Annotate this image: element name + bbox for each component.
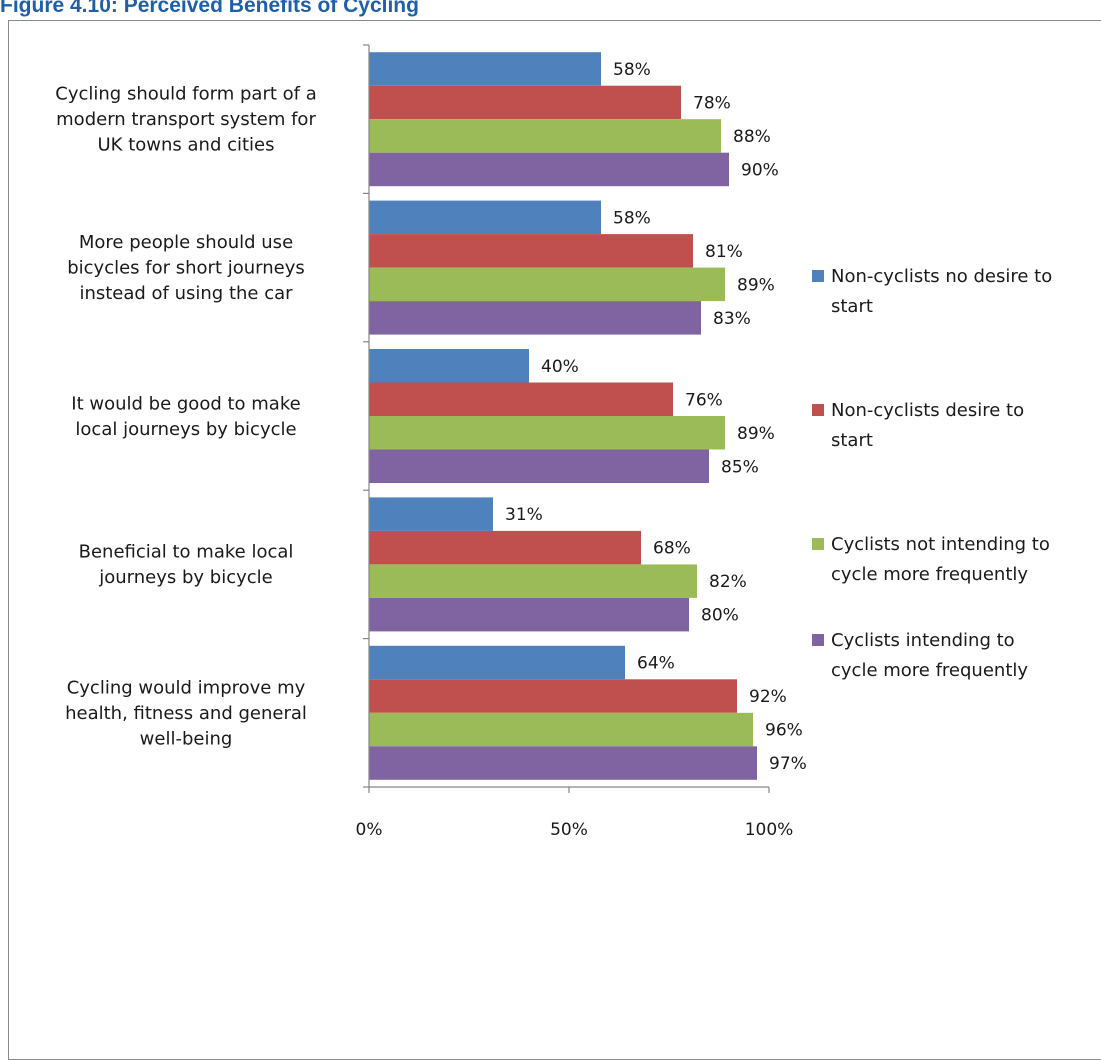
x-tick-labels: 0% 50% 100% [356, 820, 794, 840]
value-label-s3-c4: 97% [769, 754, 807, 774]
x-tick-label-0: 0% [356, 820, 383, 840]
legend-label-3: Cyclists intending to cycle more frequent… [831, 630, 1028, 681]
legend-label-2: Cyclists not intending to cycle more freq… [831, 534, 1050, 585]
bar-s1-c1 [369, 234, 693, 268]
value-label-s0-c4: 64% [637, 654, 675, 674]
value-label-s1-c1: 81% [705, 242, 743, 262]
legend-label-1: Non-cyclists desire to start [831, 400, 1024, 451]
bar-s1-c4 [369, 679, 737, 713]
bar-s0-c4 [369, 645, 625, 680]
category-labels: Cycling should form part of a modern tran… [55, 84, 316, 750]
chart-frame: Cycling should form part of a modern tran… [8, 20, 1101, 1060]
value-label-s3-c1: 83% [713, 309, 751, 329]
value-label-s0-c3: 31% [505, 505, 543, 525]
axes-layer [363, 44, 770, 793]
value-label-s1-c0: 78% [693, 93, 731, 113]
value-label-s3-c2: 85% [721, 457, 759, 477]
bars-layer [369, 52, 757, 780]
value-label-s2-c3: 82% [709, 572, 747, 592]
category-label-0: Cycling should form part of a modern tran… [55, 84, 316, 156]
value-labels: 58% 78%88% 90% 58% 81% 89% 83% 40% 76% 89% 85% 31% 6… [505, 60, 807, 774]
bar-s0-c3 [369, 497, 493, 531]
legend-label-0: Non-cyclists no desire to start [831, 266, 1052, 317]
bar-s3-c3 [369, 597, 689, 632]
value-label-s2-c0: 88% [733, 127, 771, 147]
bar-s1-c0 [369, 85, 681, 120]
value-label-s0-c1: 58% [613, 208, 651, 228]
figure-title: Figure 4.10: Perceived Benefits of Cycli… [0, 0, 419, 17]
category-label-4: Cycling would improve my health, fitness … [65, 677, 307, 749]
category-label-3: Beneficial to make local journeys by bicy… [79, 542, 294, 589]
bar-s3-c1 [369, 301, 701, 335]
bar-s3-c4 [369, 746, 757, 780]
bar-s3-c0 [369, 152, 729, 187]
legend-swatch-3 [812, 634, 824, 646]
value-label-s0-c2: 40% [541, 357, 579, 377]
value-label-s1-c2: 76% [685, 390, 723, 410]
value-label-s3-c0: 90% [741, 160, 779, 180]
value-label-s0-c0: 58% [613, 60, 651, 80]
bar-s2-c4 [369, 712, 753, 747]
bar-s0-c1 [369, 200, 601, 235]
bar-s2-c1 [369, 267, 725, 302]
bar-s1-c2 [369, 382, 673, 416]
legend-swatch-2 [812, 538, 824, 550]
x-tick-label-1: 50% [550, 820, 588, 840]
value-label-s1-c4: 92% [749, 687, 787, 707]
bar-s2-c2 [369, 416, 725, 450]
bar-s2-c3 [369, 564, 697, 598]
bar-s2-c0 [369, 119, 721, 153]
bar-s3-c2 [369, 449, 709, 483]
legend-swatch-0 [812, 270, 824, 282]
legend: Non-cyclists no desire to start Non-cyclis… [812, 266, 1052, 681]
category-label-2: It would be good to make local journeys b… [71, 393, 300, 440]
x-tick-label-2: 100% [745, 820, 794, 840]
category-label-1: More people should use bicycles for short… [67, 232, 305, 304]
legend-swatch-1 [812, 404, 824, 416]
bar-s0-c0 [369, 52, 601, 86]
bar-chart: Cycling should form part of a modern tran… [55, 44, 1052, 840]
value-label-s2-c4: 96% [765, 721, 803, 741]
value-label-s2-c1: 89% [737, 275, 775, 295]
value-label-s2-c2: 89% [737, 424, 775, 444]
value-label-s1-c3: 68% [653, 539, 691, 559]
bar-s1-c3 [369, 530, 641, 565]
value-label-s3-c3: 80% [701, 606, 739, 626]
bar-s0-c2 [369, 349, 529, 383]
